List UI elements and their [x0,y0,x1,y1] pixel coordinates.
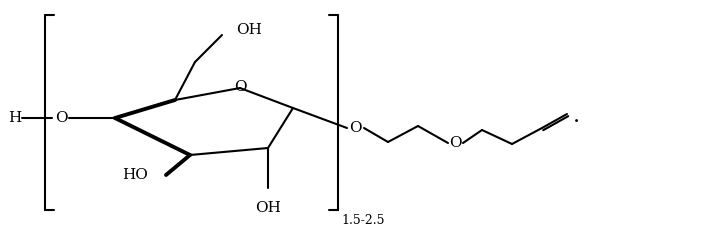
Text: O: O [55,111,67,125]
Text: O: O [348,121,362,135]
Text: OH: OH [255,201,281,215]
Text: HO: HO [122,168,148,182]
Text: O: O [449,136,461,150]
Text: 1.5-2.5: 1.5-2.5 [341,214,385,227]
Text: H: H [9,111,22,125]
Text: O: O [234,80,247,94]
Text: OH: OH [236,23,262,37]
Text: .: . [573,105,580,127]
